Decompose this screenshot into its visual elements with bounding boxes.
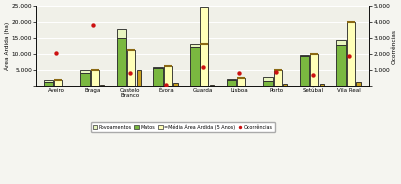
Bar	[44, 80, 53, 82]
Point	[126, 72, 133, 75]
Y-axis label: Ocorrências: Ocorrências	[392, 29, 397, 64]
Point	[53, 51, 60, 54]
Bar	[80, 73, 90, 86]
Bar	[154, 67, 163, 68]
Bar	[154, 68, 163, 86]
Bar	[227, 80, 236, 86]
Bar	[200, 44, 209, 86]
Point	[310, 74, 316, 77]
Bar	[310, 54, 318, 86]
Bar	[80, 70, 90, 73]
Bar	[117, 29, 126, 38]
Point	[346, 54, 352, 57]
Bar	[263, 81, 273, 86]
Bar	[190, 44, 200, 47]
Bar	[237, 78, 245, 86]
Bar	[91, 70, 99, 86]
Point	[163, 83, 170, 86]
Bar	[356, 82, 360, 86]
Bar	[227, 79, 236, 80]
Bar	[347, 22, 355, 86]
Bar	[200, 7, 209, 86]
Point	[236, 72, 243, 75]
Bar	[300, 55, 310, 56]
Y-axis label: Área Ardida (ha): Área Ardida (ha)	[4, 22, 10, 70]
Bar	[54, 80, 62, 86]
Bar	[320, 84, 324, 86]
Point	[90, 24, 96, 27]
Bar	[336, 40, 346, 45]
Bar	[164, 66, 172, 86]
Bar	[117, 38, 126, 86]
Point	[273, 70, 279, 73]
Bar	[300, 56, 310, 86]
Bar	[273, 70, 282, 86]
Bar	[44, 82, 53, 86]
Legend: Povoamentos, Matos, =Média Área Ardida (5 Anos), Ocorrências: Povoamentos, Matos, =Média Área Ardida (…	[91, 122, 275, 132]
Bar	[263, 77, 273, 81]
Bar	[137, 70, 141, 86]
Bar	[190, 47, 200, 86]
Point	[200, 66, 206, 68]
Bar	[127, 50, 135, 86]
Bar	[283, 84, 288, 86]
Bar	[100, 85, 104, 86]
Bar	[210, 85, 214, 86]
Bar	[336, 45, 346, 86]
Bar	[173, 83, 178, 86]
